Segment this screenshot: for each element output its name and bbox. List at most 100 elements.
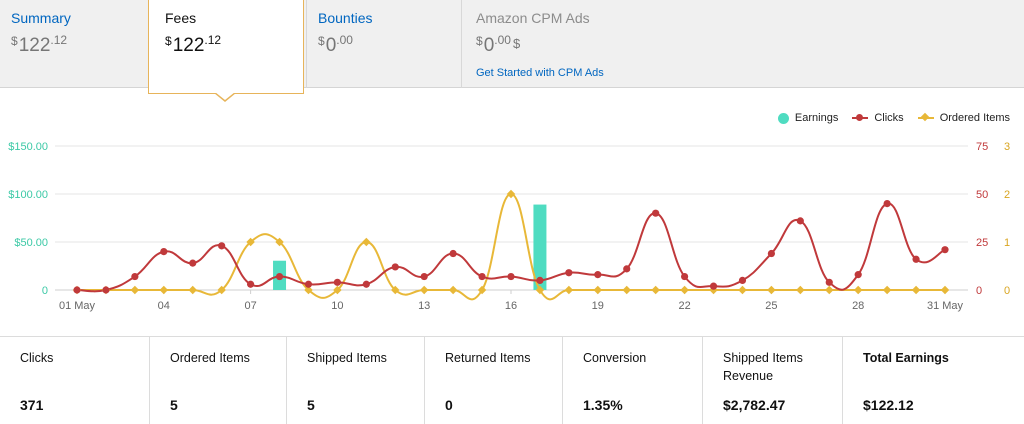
x-tick-label: 19	[592, 300, 604, 312]
clicks-point	[941, 246, 949, 254]
x-tick-label: 28	[852, 300, 864, 312]
tab-summary[interactable]: Summary $122.12	[0, 0, 148, 88]
clicks-point	[131, 272, 139, 281]
x-tick-label: 10	[331, 300, 343, 312]
ordered-items-point	[767, 285, 776, 295]
clicks-point	[73, 286, 81, 294]
ordered-items-point	[796, 285, 805, 295]
legend-clicks[interactable]: Clicks	[852, 112, 904, 124]
clicks-point	[449, 249, 457, 258]
clicks-point	[478, 272, 486, 281]
y-left-tick-label: $50.00	[14, 237, 48, 249]
clicks-point	[854, 271, 862, 279]
clicks-point	[767, 249, 776, 258]
x-tick-label: 07	[244, 300, 256, 312]
tab-bounties-amount: $0.00	[318, 33, 353, 56]
y-right-items-tick-label: 2	[1004, 189, 1010, 201]
clicks-point	[333, 278, 341, 286]
ordered-items-point	[825, 285, 834, 295]
ordered-items-point	[448, 285, 458, 295]
ordered-items-point	[506, 189, 516, 199]
ordered-items-point	[738, 285, 747, 295]
ordered-items-point	[622, 285, 631, 295]
stat-value: 5	[170, 397, 178, 413]
clicks-point	[883, 200, 891, 208]
clicks-point	[825, 278, 833, 286]
clicks-point	[652, 209, 660, 217]
x-tick-label: 01 May	[59, 300, 96, 312]
earnings-bar	[533, 204, 547, 290]
x-tick-label: 04	[158, 300, 170, 312]
clicks-point	[594, 271, 602, 279]
x-tick-label: 31 May	[927, 300, 964, 312]
clicks-point	[507, 272, 515, 281]
clicks-point	[247, 280, 255, 288]
ordered-items-point	[304, 285, 313, 295]
clicks-point	[189, 259, 197, 267]
ordered-items-point	[217, 285, 226, 295]
ordered-items-point	[246, 237, 255, 247]
ordered-items-point	[275, 237, 284, 247]
stat-clicks: Clicks 371	[0, 337, 150, 424]
ordered-items-point	[419, 285, 429, 295]
clicks-swatch-icon	[852, 114, 869, 121]
stat-shipped-items: Shipped Items 5	[287, 337, 425, 424]
legend-ordered-items[interactable]: Ordered Items	[917, 112, 1010, 124]
stat-value: 5	[307, 397, 315, 413]
ordered-items-point	[882, 285, 892, 295]
clicks-point	[709, 282, 718, 290]
legend-earnings[interactable]: Earnings	[777, 112, 839, 124]
stat-label: Shipped Items	[307, 351, 387, 365]
x-tick-label: 25	[765, 300, 777, 312]
legend-earnings-label: Earnings	[794, 112, 839, 124]
earnings-chart: 0 0 0 $50.00 25 1 $100.00 50 2 $150.00 75 3 01 May 04…	[8, 141, 1010, 312]
stat-label: Returned Items	[445, 351, 531, 365]
y-left-tick-label: $100.00	[8, 189, 48, 201]
tab-bounties[interactable]: Bounties $0.00	[307, 0, 459, 88]
ordered-items-point	[391, 285, 400, 295]
ordered-items-point	[477, 285, 487, 295]
tab-amazon-cpm-ads[interactable]: Amazon CPM Ads $0.00 $ Get Started with C…	[461, 0, 1024, 88]
tab-summary-amount: $122.12	[11, 33, 68, 56]
y-right-items-tick-label: 3	[1004, 141, 1010, 153]
tab-fees-label: Fees	[165, 10, 197, 26]
clicks-point	[160, 248, 168, 256]
y-right-items-tick-label: 1	[1004, 237, 1010, 249]
clicks-point	[681, 272, 689, 281]
clicks-point	[102, 286, 110, 294]
ordered-items-point	[188, 285, 197, 295]
get-started-cpm-ads-link[interactable]: Get Started with CPM Ads	[476, 67, 604, 79]
tab-cpm-amount: $0.00 $	[476, 33, 521, 56]
clicks-point	[304, 280, 313, 288]
ordered-items-point	[333, 285, 342, 295]
y-right-clicks-tick-label: 0	[976, 285, 982, 297]
stat-shipped-items-revenue: Shipped Items Revenue $2,782.47	[703, 337, 843, 424]
ordered-items-point	[362, 237, 371, 247]
tab-fees[interactable]: Fees $122.12	[148, 0, 304, 94]
stat-value: 1.35%	[583, 397, 623, 413]
y-left-tick-label: $150.00	[8, 141, 48, 153]
ordered-items-point	[680, 285, 689, 295]
clicks-point	[362, 280, 370, 288]
tab-divider	[306, 0, 307, 88]
active-tab-caret-fill	[215, 92, 235, 100]
tab-cpm-label: Amazon CPM Ads	[476, 10, 590, 26]
stat-total-earnings: Total Earnings $122.12	[843, 337, 1024, 424]
clicks-point	[275, 272, 284, 281]
clicks-point	[391, 263, 399, 271]
tab-fees-amount: $122.12	[165, 33, 222, 56]
clicks-point	[623, 265, 631, 273]
stat-label: Total Earnings	[863, 351, 949, 365]
clicks-point	[565, 269, 573, 277]
tab-bounties-label: Bounties	[318, 10, 373, 26]
ordered-items-point	[911, 285, 921, 295]
stat-label: Clicks	[20, 351, 54, 365]
clicks-point	[738, 276, 747, 284]
stat-label: Conversion	[583, 351, 647, 365]
y-left-tick-label: 0	[42, 285, 48, 297]
legend-clicks-label: Clicks	[874, 112, 904, 124]
chart-legend: Earnings Clicks Ordered Items	[777, 112, 1010, 124]
y-right-clicks-tick-label: 50	[976, 189, 988, 201]
clicks-point	[536, 276, 544, 284]
x-tick-label: 13	[418, 300, 430, 312]
